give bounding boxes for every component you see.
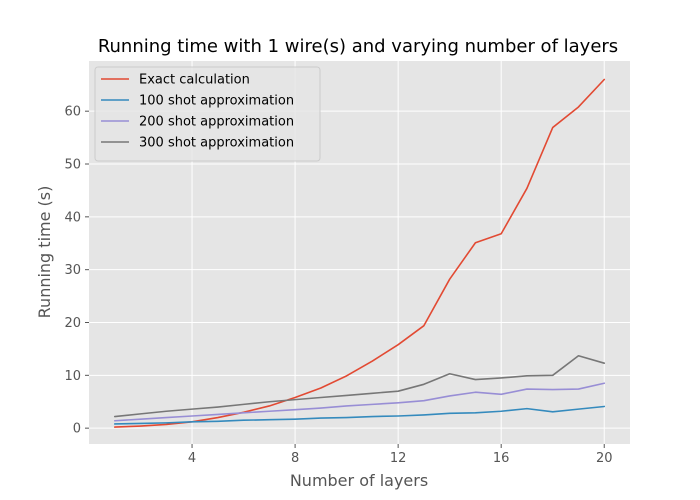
x-tick-label: 20 bbox=[596, 451, 613, 466]
series-line-1 bbox=[113, 405, 606, 425]
x-tick-label: 16 bbox=[493, 451, 510, 466]
legend: Exact calculation 100 shot approximation 2… bbox=[94, 66, 321, 162]
chart-title: Running time with 1 wire(s) and varying … bbox=[98, 36, 618, 57]
legend-label: 100 shot approximation bbox=[139, 94, 294, 109]
legend-label: 200 shot approximation bbox=[139, 115, 294, 130]
legend-label: Exact calculation bbox=[139, 73, 250, 88]
x-axis-title: Number of layers bbox=[290, 471, 428, 490]
series-line-2 bbox=[113, 382, 606, 422]
y-tick-label: 30 bbox=[64, 263, 81, 278]
y-axis-title: Running time (s) bbox=[35, 186, 54, 319]
y-tick-label: 50 bbox=[64, 158, 81, 173]
gridlines bbox=[89, 61, 630, 444]
y-tick-label: 0 bbox=[73, 422, 81, 437]
y-tick-label: 60 bbox=[64, 105, 81, 120]
x-tick-label: 4 bbox=[188, 451, 196, 466]
x-tick-label: 12 bbox=[390, 451, 407, 466]
x-tick-label: 8 bbox=[291, 451, 299, 466]
data-series bbox=[113, 78, 606, 428]
y-tick-label: 20 bbox=[64, 316, 81, 331]
y-tick-label: 10 bbox=[64, 369, 81, 384]
legend-box bbox=[94, 66, 321, 162]
series-line-3 bbox=[113, 354, 606, 418]
axis-ticks: 4 8 12 16 20 0 10 20 30 40 50 60 bbox=[64, 105, 612, 466]
legend-label: 300 shot approximation bbox=[139, 136, 294, 151]
y-tick-label: 40 bbox=[64, 210, 81, 225]
